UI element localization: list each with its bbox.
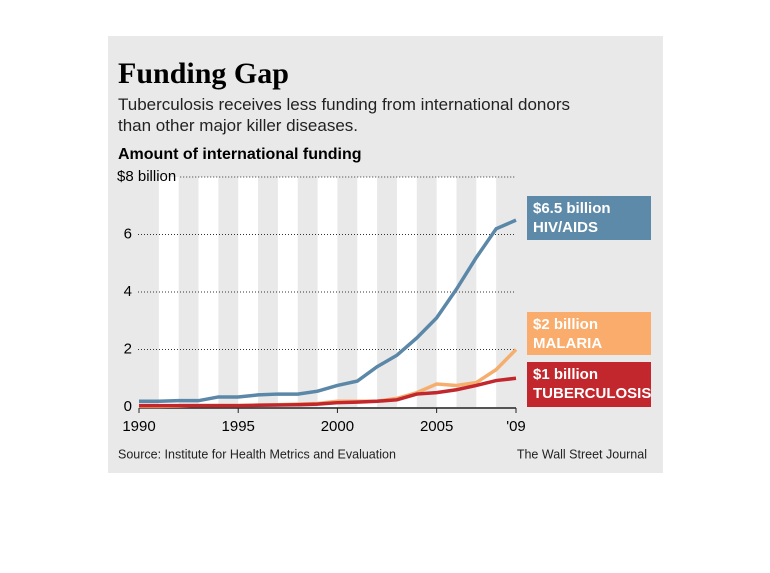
value-label: $6.5 billion	[533, 200, 611, 217]
x-tick-label: 2005	[420, 418, 453, 435]
subtitle-box: Tuberculosis receives less funding from …	[118, 95, 570, 135]
value-label: $1 billion	[533, 366, 598, 383]
chart-subtitle: Tuberculosis receives less funding from …	[118, 95, 570, 135]
y-tick-label: 0	[124, 398, 132, 415]
y-tick-label: 2	[124, 340, 132, 357]
legend-label: HIV/AIDS	[533, 219, 598, 236]
y-tick-label: 6	[124, 225, 132, 242]
label-box	[527, 362, 651, 407]
credit: The Wall Street Journal	[517, 447, 647, 461]
value-label: $2 billion	[533, 316, 598, 333]
x-tick-label: 1990	[122, 418, 155, 435]
label-box	[527, 312, 651, 355]
series-line	[139, 218, 517, 403]
series-line	[139, 376, 517, 408]
x-tick-label: 1995	[222, 418, 255, 435]
chart-title: Funding Gap	[118, 57, 289, 90]
x-tick-label: 2000	[321, 418, 354, 435]
legend-label: MALARIA	[533, 335, 602, 352]
y-axis-title: Amount of international funding	[118, 146, 362, 163]
label-box	[527, 196, 651, 240]
y-tick-label: $8 billion	[117, 168, 176, 185]
y-tick-label: 4	[124, 283, 132, 300]
x-tick-label: '09	[506, 418, 526, 435]
source: Source: Institute for Health Metrics and…	[118, 447, 396, 461]
legend-label: TUBERCULOSIS	[533, 385, 651, 402]
